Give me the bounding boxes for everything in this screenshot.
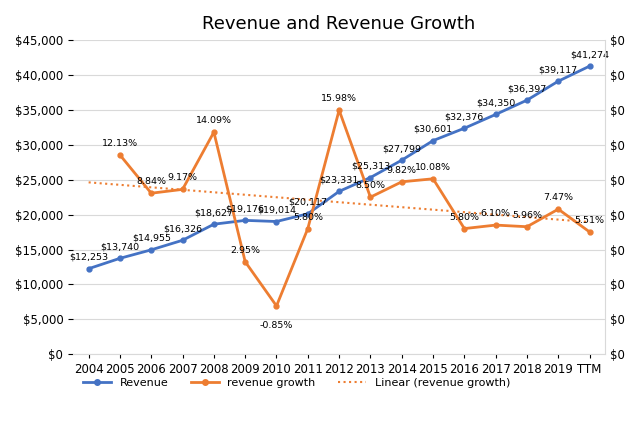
- revenue growth: [523, 224, 531, 229]
- Text: 15.98%: 15.98%: [321, 94, 357, 103]
- Revenue: [116, 256, 124, 261]
- revenue growth: [273, 303, 280, 309]
- Text: $12,253: $12,253: [69, 253, 108, 262]
- revenue growth: [241, 259, 249, 264]
- Text: $16,326: $16,326: [163, 224, 202, 233]
- revenue growth: [304, 226, 312, 231]
- Linear (revenue growth): [84, 180, 92, 185]
- Linear (revenue growth): [381, 203, 389, 208]
- revenue growth: [461, 226, 468, 231]
- Text: $32,376: $32,376: [445, 112, 484, 121]
- Line: Revenue: Revenue: [86, 64, 592, 271]
- Revenue: [429, 138, 437, 143]
- Text: $19,014: $19,014: [257, 205, 296, 215]
- Revenue: [492, 112, 499, 117]
- Revenue: [398, 158, 406, 163]
- revenue growth: [554, 207, 562, 212]
- Revenue: [461, 125, 468, 131]
- Line: Linear (revenue growth): Linear (revenue growth): [88, 182, 589, 222]
- Text: $39,117: $39,117: [539, 65, 578, 74]
- Text: 7.47%: 7.47%: [543, 193, 573, 202]
- Linear (revenue growth): [392, 204, 399, 209]
- Text: 5.80%: 5.80%: [449, 213, 479, 222]
- Legend: Revenue, revenue growth, Linear (revenue growth): Revenue, revenue growth, Linear (revenue…: [79, 374, 515, 393]
- Text: $20,117: $20,117: [288, 198, 327, 207]
- Revenue: [210, 222, 218, 227]
- revenue growth: [492, 222, 499, 228]
- revenue growth: [147, 191, 155, 196]
- Text: $30,601: $30,601: [413, 125, 452, 134]
- Revenue: [147, 247, 155, 253]
- Text: 5.80%: 5.80%: [293, 213, 323, 222]
- revenue growth: [179, 187, 186, 192]
- Text: $27,799: $27,799: [382, 144, 421, 153]
- Revenue: [84, 266, 92, 271]
- Text: 9.17%: 9.17%: [168, 173, 198, 182]
- Revenue: [179, 238, 186, 243]
- Text: $41,274: $41,274: [570, 50, 609, 59]
- Revenue: [241, 218, 249, 223]
- Text: $23,331: $23,331: [319, 175, 359, 184]
- Linear (revenue growth): [507, 213, 515, 218]
- Text: 8.50%: 8.50%: [355, 181, 385, 190]
- Text: 8.84%: 8.84%: [136, 177, 166, 186]
- revenue growth: [429, 176, 437, 181]
- Text: $14,955: $14,955: [132, 234, 171, 243]
- Linear (revenue growth): [539, 216, 547, 221]
- Text: -0.85%: -0.85%: [260, 321, 293, 330]
- Text: 5.51%: 5.51%: [575, 216, 605, 225]
- Line: revenue growth: revenue growth: [118, 108, 592, 309]
- Revenue: [367, 175, 374, 180]
- Revenue: [304, 211, 312, 216]
- Text: $19,176: $19,176: [226, 205, 265, 213]
- Linear (revenue growth): [586, 219, 593, 225]
- Text: $36,397: $36,397: [508, 84, 547, 93]
- revenue growth: [586, 229, 593, 235]
- revenue growth: [335, 108, 343, 113]
- Revenue: [554, 79, 562, 84]
- Text: 12.13%: 12.13%: [102, 139, 138, 148]
- Text: 14.09%: 14.09%: [196, 116, 232, 125]
- Revenue: [586, 63, 593, 69]
- Revenue: [523, 97, 531, 103]
- Linear (revenue growth): [383, 203, 390, 208]
- revenue growth: [210, 129, 218, 135]
- Text: 5.96%: 5.96%: [512, 211, 542, 220]
- Text: 2.95%: 2.95%: [230, 246, 260, 255]
- Text: $18,627: $18,627: [195, 208, 234, 217]
- Text: $25,313: $25,313: [351, 162, 390, 170]
- Text: $13,740: $13,740: [100, 243, 140, 251]
- revenue growth: [398, 179, 406, 184]
- Text: 6.10%: 6.10%: [481, 209, 511, 218]
- Revenue: [335, 189, 343, 194]
- Text: 10.08%: 10.08%: [415, 163, 451, 172]
- revenue growth: [116, 153, 124, 158]
- revenue growth: [367, 194, 374, 200]
- Revenue: [273, 219, 280, 224]
- Text: $34,350: $34,350: [476, 98, 515, 108]
- Text: 9.82%: 9.82%: [387, 166, 417, 175]
- Linear (revenue growth): [86, 180, 94, 185]
- Title: Revenue and Revenue Growth: Revenue and Revenue Growth: [202, 15, 476, 33]
